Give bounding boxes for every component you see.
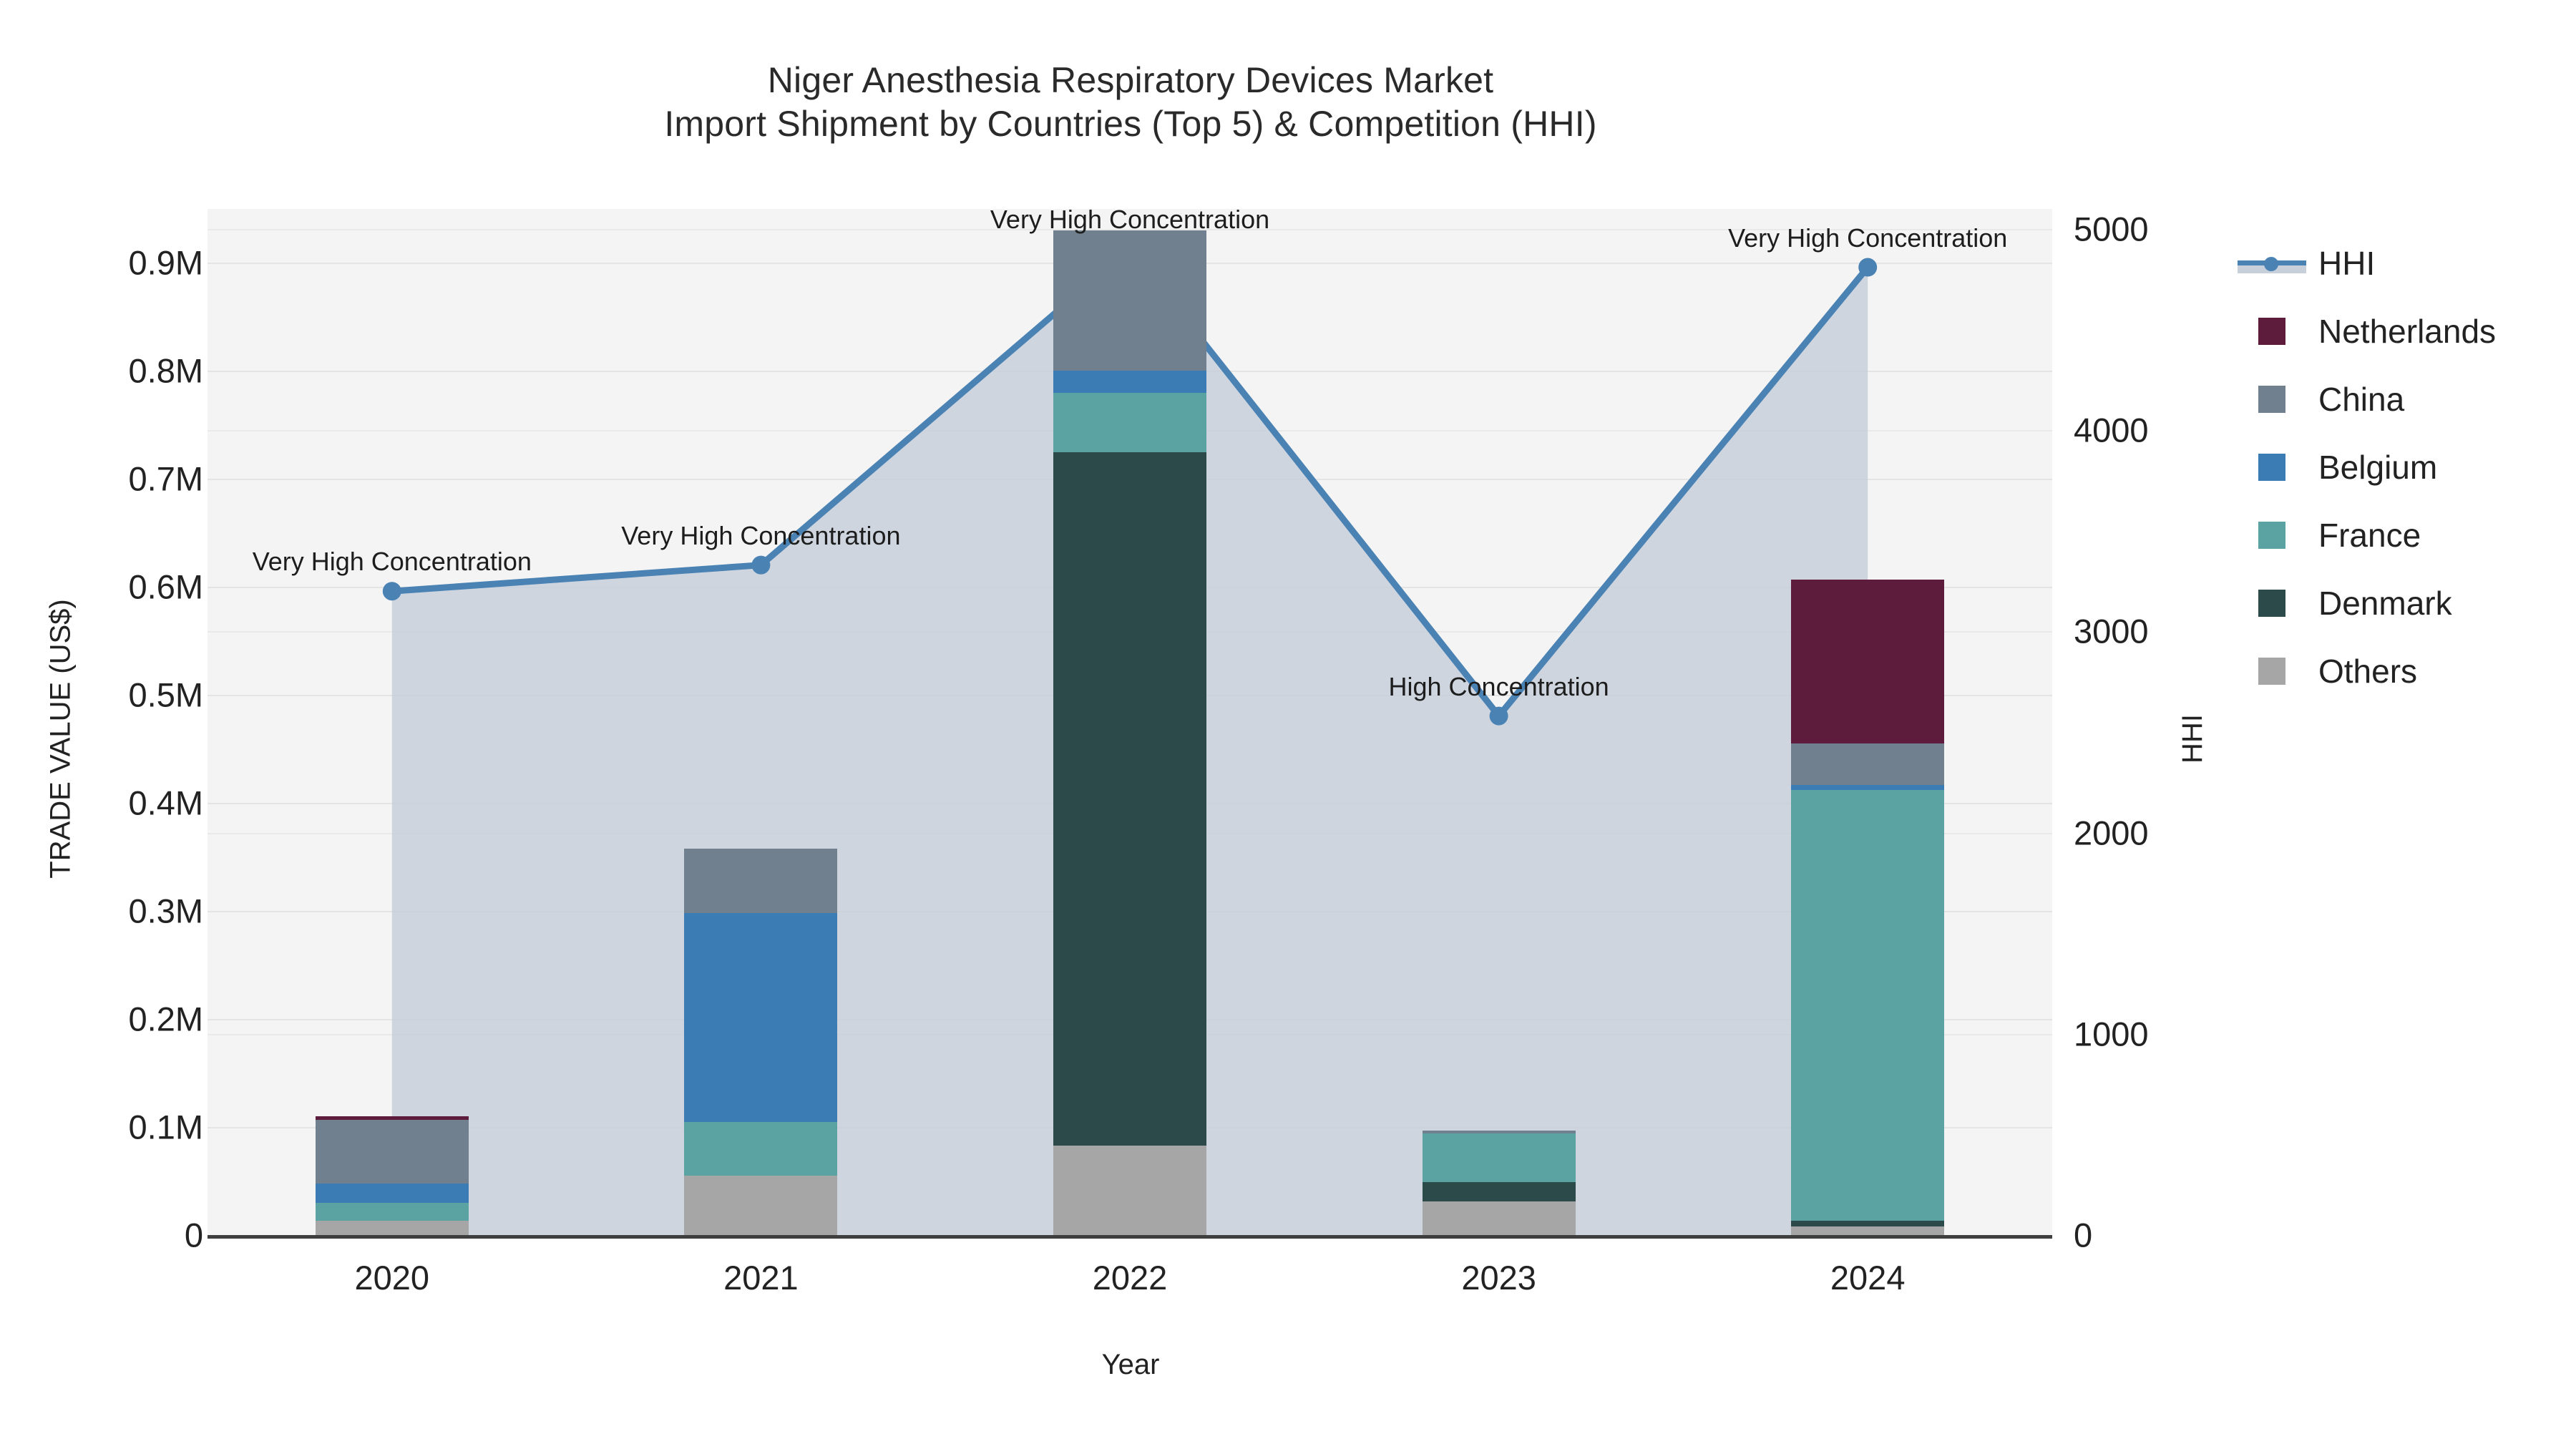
bar-segment-china-2020[interactable] (315, 1119, 469, 1184)
annotation-2022: Very High Concentration (990, 205, 1270, 235)
bar-segment-belgium-2022[interactable] (1053, 371, 1206, 393)
bar-segment-others-2021[interactable] (684, 1175, 838, 1235)
bar-segment-others-2024[interactable] (1791, 1226, 1945, 1235)
annotation-2020: Very High Concentration (252, 547, 532, 577)
legend-swatch-wrap (2225, 657, 2318, 685)
bar-segment-others-2022[interactable] (1053, 1145, 1206, 1235)
y-axis-label-secondary: HHI (2176, 714, 2208, 763)
legend-item-belgium[interactable]: Belgium (2225, 433, 2562, 501)
bar-group-2021 (684, 209, 838, 1235)
x-axis-label: Year (1101, 1349, 1160, 1380)
legend-label-belgium: Belgium (2318, 448, 2438, 486)
x-tick-label-2020: 2020 (354, 1259, 430, 1297)
legend-item-hhi[interactable]: HHI (2225, 229, 2562, 297)
legend-swatch-china (2258, 385, 2285, 413)
legend-label-denmark: Denmark (2318, 584, 2452, 622)
y-tick-label-primary: 0.2M (128, 1000, 204, 1038)
y-tick-label-secondary: 4000 (2074, 411, 2149, 449)
legend-line-marker-dot (2264, 256, 2278, 271)
bar-group-2024 (1791, 209, 1945, 1235)
annotation-2024: Very High Concentration (1728, 223, 2008, 253)
page-title: Niger Anesthesia Respiratory Devices Mar… (0, 59, 2261, 146)
legend-swatch-wrap (2225, 589, 2318, 617)
bar-segment-china-2023[interactable] (1422, 1130, 1576, 1134)
y-tick-label-primary: 0.1M (128, 1108, 204, 1146)
bar-segment-belgium-2021[interactable] (684, 913, 838, 1122)
legend-swatch-denmark (2258, 589, 2285, 617)
y-tick-label-primary: 0 (184, 1216, 203, 1254)
legend-swatch-wrap (2225, 521, 2318, 549)
bar-group-2022 (1053, 209, 1206, 1235)
hhi-data-point[interactable] (751, 555, 771, 575)
bar-segment-others-2020[interactable] (315, 1221, 469, 1235)
bar-segment-belgium-2020[interactable] (315, 1183, 469, 1203)
y-tick-label-secondary: 2000 (2074, 814, 2149, 852)
y-tick-label-secondary: 1000 (2074, 1015, 2149, 1053)
legend-label-hhi: HHI (2318, 244, 2376, 282)
annotation-2021: Very High Concentration (621, 520, 901, 550)
bar-segment-netherlands-2024[interactable] (1791, 579, 1945, 744)
y-tick-label-secondary: 0 (2074, 1216, 2093, 1254)
y-tick-label-primary: 0.5M (128, 675, 204, 714)
legend-swatch-wrap (2225, 453, 2318, 481)
legend-label-netherlands: Netherlands (2318, 312, 2497, 350)
plot-inner (208, 209, 2052, 1235)
x-tick-label-2023: 2023 (1461, 1259, 1536, 1297)
y-axis-label-primary: TRADE VALUE (US$) (44, 599, 77, 879)
legend-item-others[interactable]: Others (2225, 637, 2562, 705)
bar-segment-france-2020[interactable] (315, 1202, 469, 1221)
bar-segment-china-2022[interactable] (1053, 230, 1206, 371)
legend-swatch-wrap (2225, 317, 2318, 345)
y-tick-label-secondary: 3000 (2074, 612, 2149, 650)
legend-swatch-belgium (2258, 453, 2285, 481)
bar-segment-france-2024[interactable] (1791, 790, 1945, 1221)
bar-segment-denmark-2022[interactable] (1053, 452, 1206, 1146)
y-tick-label-primary: 0.7M (128, 459, 204, 498)
legend-label-china: China (2318, 380, 2405, 418)
legend-item-netherlands[interactable]: Netherlands (2225, 297, 2562, 365)
legend-label-france: France (2318, 516, 2421, 554)
y-tick-label-primary: 0.8M (128, 351, 204, 390)
y-tick-label-secondary: 5000 (2074, 210, 2149, 248)
bar-segment-france-2021[interactable] (684, 1121, 838, 1176)
plot-area (208, 209, 2052, 1239)
bar-segment-france-2022[interactable] (1053, 392, 1206, 452)
x-tick-label-2024: 2024 (1830, 1259, 1906, 1297)
bar-segment-denmark-2023[interactable] (1422, 1182, 1576, 1202)
legend-swatch-others (2258, 657, 2285, 685)
gridline-secondary (208, 229, 2052, 231)
bar-segment-china-2021[interactable] (684, 848, 838, 914)
bar-segment-netherlands-2020[interactable] (315, 1116, 469, 1120)
bar-group-2020 (315, 209, 469, 1235)
bar-segment-france-2023[interactable] (1422, 1133, 1576, 1183)
legend-swatch-france (2258, 521, 2285, 549)
legend-label-others: Others (2318, 652, 2418, 690)
hhi-data-point[interactable] (1489, 706, 1508, 726)
bar-group-2023 (1422, 209, 1576, 1235)
legend-swatch-netherlands (2258, 317, 2285, 345)
x-tick-label-2022: 2022 (1092, 1259, 1168, 1297)
hhi-data-point[interactable] (382, 582, 401, 601)
legend: HHI Netherlands China Belgium France Denmark O… (2225, 229, 2562, 705)
chart-title-line-1: Niger Anesthesia Respiratory Devices Mar… (767, 60, 1494, 100)
y-tick-label-primary: 0.9M (128, 243, 204, 282)
legend-item-china[interactable]: China (2225, 365, 2562, 433)
legend-swatch-wrap (2225, 253, 2318, 274)
legend-item-france[interactable]: France (2225, 501, 2562, 569)
legend-line-icon (2238, 253, 2306, 274)
x-tick-label-2021: 2021 (723, 1259, 799, 1297)
y-tick-label-primary: 0.3M (128, 892, 204, 930)
bar-segment-denmark-2024[interactable] (1791, 1221, 1945, 1226)
bar-segment-china-2024[interactable] (1791, 743, 1945, 785)
hhi-data-point[interactable] (1858, 258, 1878, 277)
bar-segment-others-2023[interactable] (1422, 1201, 1576, 1235)
bar-segment-belgium-2024[interactable] (1791, 784, 1945, 791)
chart-title-line-2: Import Shipment by Countries (Top 5) & C… (664, 104, 1597, 144)
y-tick-label-primary: 0.4M (128, 784, 204, 822)
annotation-2023: High Concentration (1388, 671, 1609, 701)
legend-swatch-wrap (2225, 385, 2318, 413)
legend-item-denmark[interactable]: Denmark (2225, 569, 2562, 637)
y-tick-label-primary: 0.6M (128, 567, 204, 606)
